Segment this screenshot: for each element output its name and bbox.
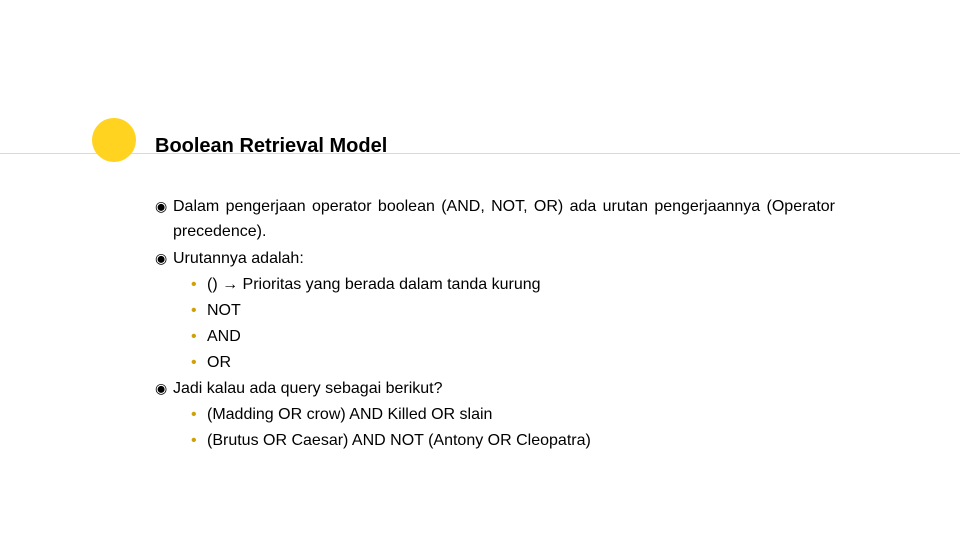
bullet-item: ◉Urutannya adalah:: [155, 247, 835, 272]
sub-bullet-item: •() → Prioritas yang berada dalam tanda …: [155, 273, 835, 298]
slide-title: Boolean Retrieval Model: [155, 135, 387, 158]
sub-bullet-glyph: •: [191, 325, 207, 350]
bullet-glyph: ◉: [155, 377, 173, 402]
divider-line: [0, 153, 960, 154]
sub-bullet-item: •NOT: [155, 299, 835, 324]
sub-bullet-text: AND: [207, 325, 835, 350]
bullet-text: Urutannya adalah:: [173, 247, 835, 272]
sub-bullet-glyph: •: [191, 429, 207, 454]
sub-bullet-glyph: •: [191, 403, 207, 428]
sub-bullet-glyph: •: [191, 299, 207, 324]
sub-bullet-text: (Madding OR crow) AND Killed OR slain: [207, 403, 835, 428]
bullet-item: ◉Dalam pengerjaan operator boolean (AND,…: [155, 195, 835, 245]
sub-bullet-text: (Brutus OR Caesar) AND NOT (Antony OR Cl…: [207, 429, 835, 454]
bullet-glyph: ◉: [155, 195, 173, 245]
title-accent-dot: [92, 118, 136, 162]
bullet-text: Dalam pengerjaan operator boolean (AND, …: [173, 195, 835, 245]
sub-bullet-glyph: •: [191, 273, 207, 298]
sub-bullet-item: •AND: [155, 325, 835, 350]
sub-bullet-item: •OR: [155, 351, 835, 376]
bullet-text: Jadi kalau ada query sebagai berikut?: [173, 377, 835, 402]
bullet-glyph: ◉: [155, 247, 173, 272]
slide: Boolean Retrieval Model ◉Dalam pengerjaa…: [0, 0, 960, 540]
sub-bullet-text: () → Prioritas yang berada dalam tanda k…: [207, 273, 835, 298]
bullet-item: ◉Jadi kalau ada query sebagai berikut?: [155, 377, 835, 402]
sub-bullet-glyph: •: [191, 351, 207, 376]
slide-content: ◉Dalam pengerjaan operator boolean (AND,…: [155, 195, 835, 455]
sub-bullet-item: •(Madding OR crow) AND Killed OR slain: [155, 403, 835, 428]
sub-bullet-item: •(Brutus OR Caesar) AND NOT (Antony OR C…: [155, 429, 835, 454]
sub-bullet-text: NOT: [207, 299, 835, 324]
sub-bullet-text: OR: [207, 351, 835, 376]
